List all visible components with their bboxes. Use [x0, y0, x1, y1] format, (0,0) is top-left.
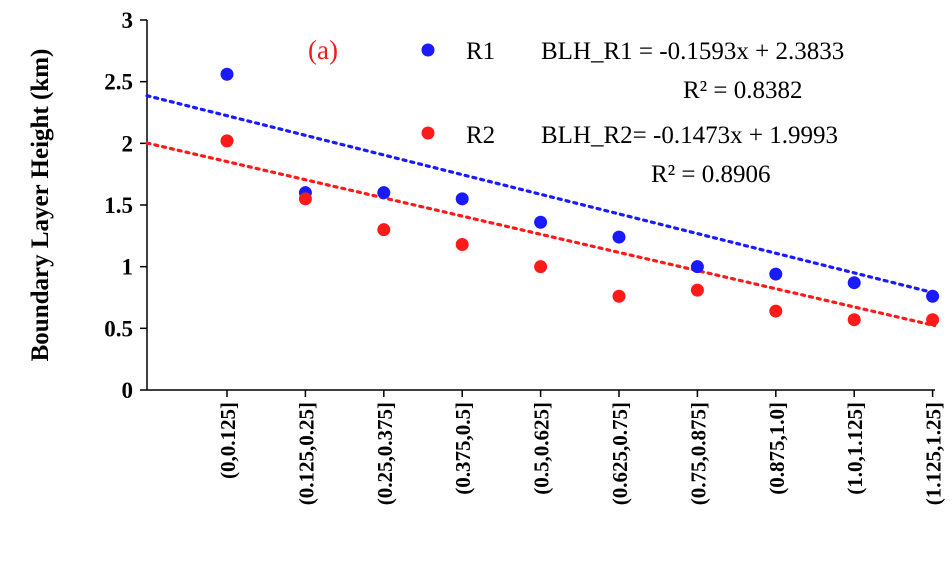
x-tick-label: (0.625,0.75] [608, 402, 632, 505]
axes [140, 19, 935, 397]
legend-marker-r2 [421, 126, 435, 140]
y-tick-labels: 0 0.5 1 1.5 2 2.5 3 [104, 8, 133, 403]
y-axis-label: Boundary Layer Height (km) [27, 49, 54, 362]
point-r1 [847, 276, 861, 290]
point-r2 [534, 260, 548, 274]
point-r1 [926, 289, 940, 303]
x-tick-label: (1.0,1.125] [843, 402, 867, 495]
trend-lines [145, 94, 937, 328]
r-squared-r2: R² = 0.8906 [651, 161, 771, 188]
data-points [220, 67, 940, 327]
trend-line-r1 [145, 94, 937, 295]
y-tick-label: 0 [122, 378, 134, 403]
y-tick-label: 3 [122, 8, 134, 33]
point-r2 [769, 304, 783, 318]
x-tick-label: (0.125,0.25] [294, 402, 318, 505]
x-tick-labels: (0,0.125] (0.125,0.25] (0.25,0.375] (0.375,… [216, 402, 946, 505]
x-tick-label: (0,0.125] [216, 402, 240, 479]
point-r1 [534, 215, 548, 229]
trend-equation-r1: BLH_R1 = -0.1593x + 2.3833 [541, 38, 844, 65]
y-tick-label: 1.5 [104, 193, 133, 218]
x-tick-label: (1.125,1.25] [922, 402, 946, 505]
y-tick-label: 1 [122, 255, 134, 280]
point-r2 [612, 289, 626, 303]
trend-equation-r2: BLH_R2= -0.1473x + 1.9993 [541, 122, 838, 149]
point-r2 [220, 134, 234, 148]
panel-label: (a) [308, 35, 338, 65]
y-tick-label: 2 [122, 131, 134, 156]
y-tick-label: 0.5 [104, 316, 133, 341]
point-r1 [377, 186, 391, 200]
x-tick-label: (0.5,0.625] [530, 402, 554, 495]
point-r2 [455, 237, 469, 251]
legend-marker-r1 [421, 43, 435, 57]
legend: R1 BLH_R1 = -0.1593x + 2.3833 R² = 0.838… [421, 38, 844, 188]
point-r2 [377, 223, 391, 237]
point-r1 [220, 67, 234, 81]
x-tick-label: (0.875,1.0] [765, 402, 789, 495]
point-r1 [612, 230, 626, 244]
x-tick-label: (0.375,0.5] [451, 402, 475, 495]
point-r2 [690, 283, 704, 297]
point-r1 [455, 192, 469, 206]
legend-label-r1: R1 [466, 38, 495, 65]
point-r2 [926, 313, 940, 327]
y-tick-label: 2.5 [104, 70, 133, 95]
point-r1 [690, 260, 704, 274]
point-r2 [298, 192, 312, 206]
point-r2 [847, 313, 861, 327]
trend-line-r2 [145, 141, 937, 328]
r-squared-r1: R² = 0.8382 [683, 77, 803, 104]
x-tick-label: (0.25,0.375] [373, 402, 397, 505]
point-r1 [769, 267, 783, 281]
x-tick-label: (0.75,0.875] [686, 402, 710, 505]
legend-label-r2: R2 [466, 122, 495, 149]
